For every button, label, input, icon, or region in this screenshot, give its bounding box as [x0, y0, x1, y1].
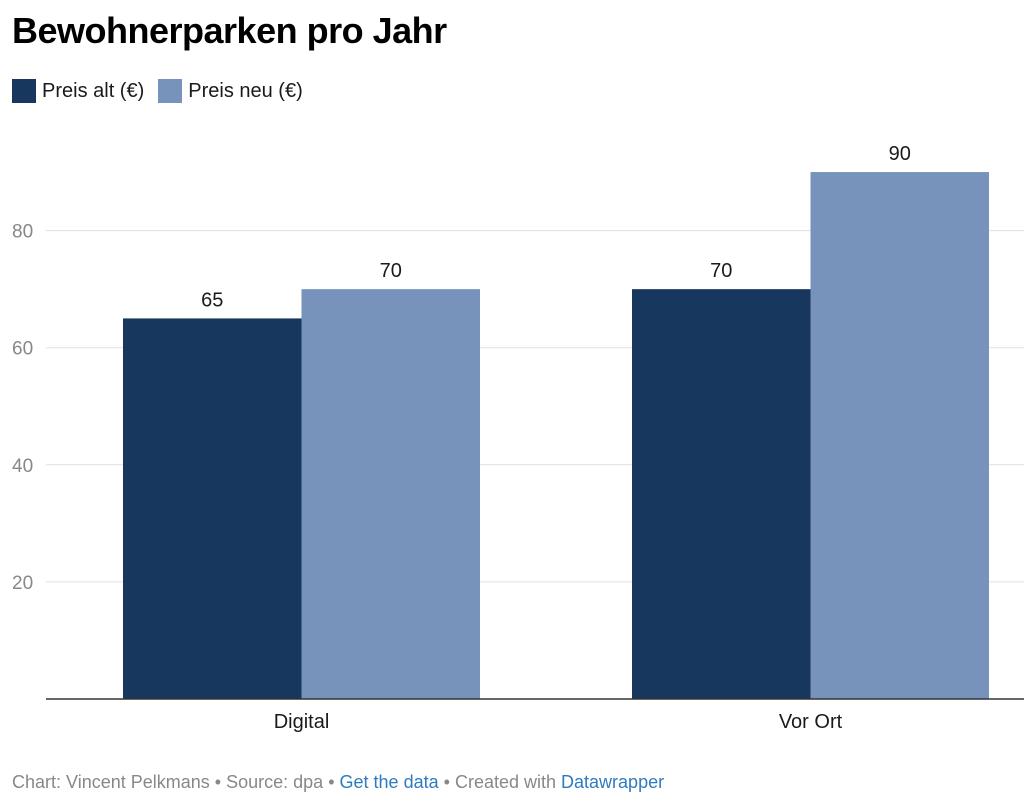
data-label: 70	[380, 260, 402, 282]
bar-neu-vor-ort	[810, 172, 989, 700]
legend-label-alt: Preis alt (€)	[42, 79, 145, 102]
footer-separator: •	[443, 772, 450, 792]
chart-title: Bewohnerparken pro Jahr	[12, 10, 447, 51]
footer-created-with: Created with	[454, 772, 557, 792]
x-tick-label: Vor Ort	[779, 711, 843, 733]
y-tick-label: 20	[12, 573, 33, 594]
legend: Preis alt (€) Preis neu (€)	[12, 79, 317, 103]
footer-separator: •	[328, 772, 335, 792]
footer-separator: •	[214, 772, 222, 792]
y-tick-label: 60	[12, 339, 33, 360]
footer-source: Source: dpa	[226, 772, 324, 792]
datawrapper-link[interactable]: Datawrapper	[561, 772, 665, 792]
legend-item-alt: Preis alt (€)	[12, 79, 144, 103]
footer: Chart: Vincent Pelkmans • Source: dpa • …	[12, 772, 664, 793]
bar-neu-digital	[301, 289, 480, 699]
footer-credit: Chart: Vincent Pelkmans	[12, 772, 210, 792]
legend-label-neu: Preis neu (€)	[188, 79, 303, 102]
x-tick-label: Digital	[274, 711, 330, 733]
legend-swatch-neu	[158, 79, 183, 103]
y-tick-label: 80	[12, 222, 33, 243]
data-label: 65	[201, 289, 223, 311]
bar-alt-digital	[123, 318, 302, 699]
legend-item-neu: Preis neu (€)	[158, 79, 303, 103]
legend-swatch-alt	[12, 79, 36, 103]
data-label: 70	[710, 260, 732, 282]
y-tick-label: 40	[12, 456, 33, 477]
bar-alt-vor-ort	[632, 289, 811, 699]
get-the-data-link[interactable]: Get the data	[339, 772, 439, 792]
data-label: 90	[889, 143, 911, 165]
